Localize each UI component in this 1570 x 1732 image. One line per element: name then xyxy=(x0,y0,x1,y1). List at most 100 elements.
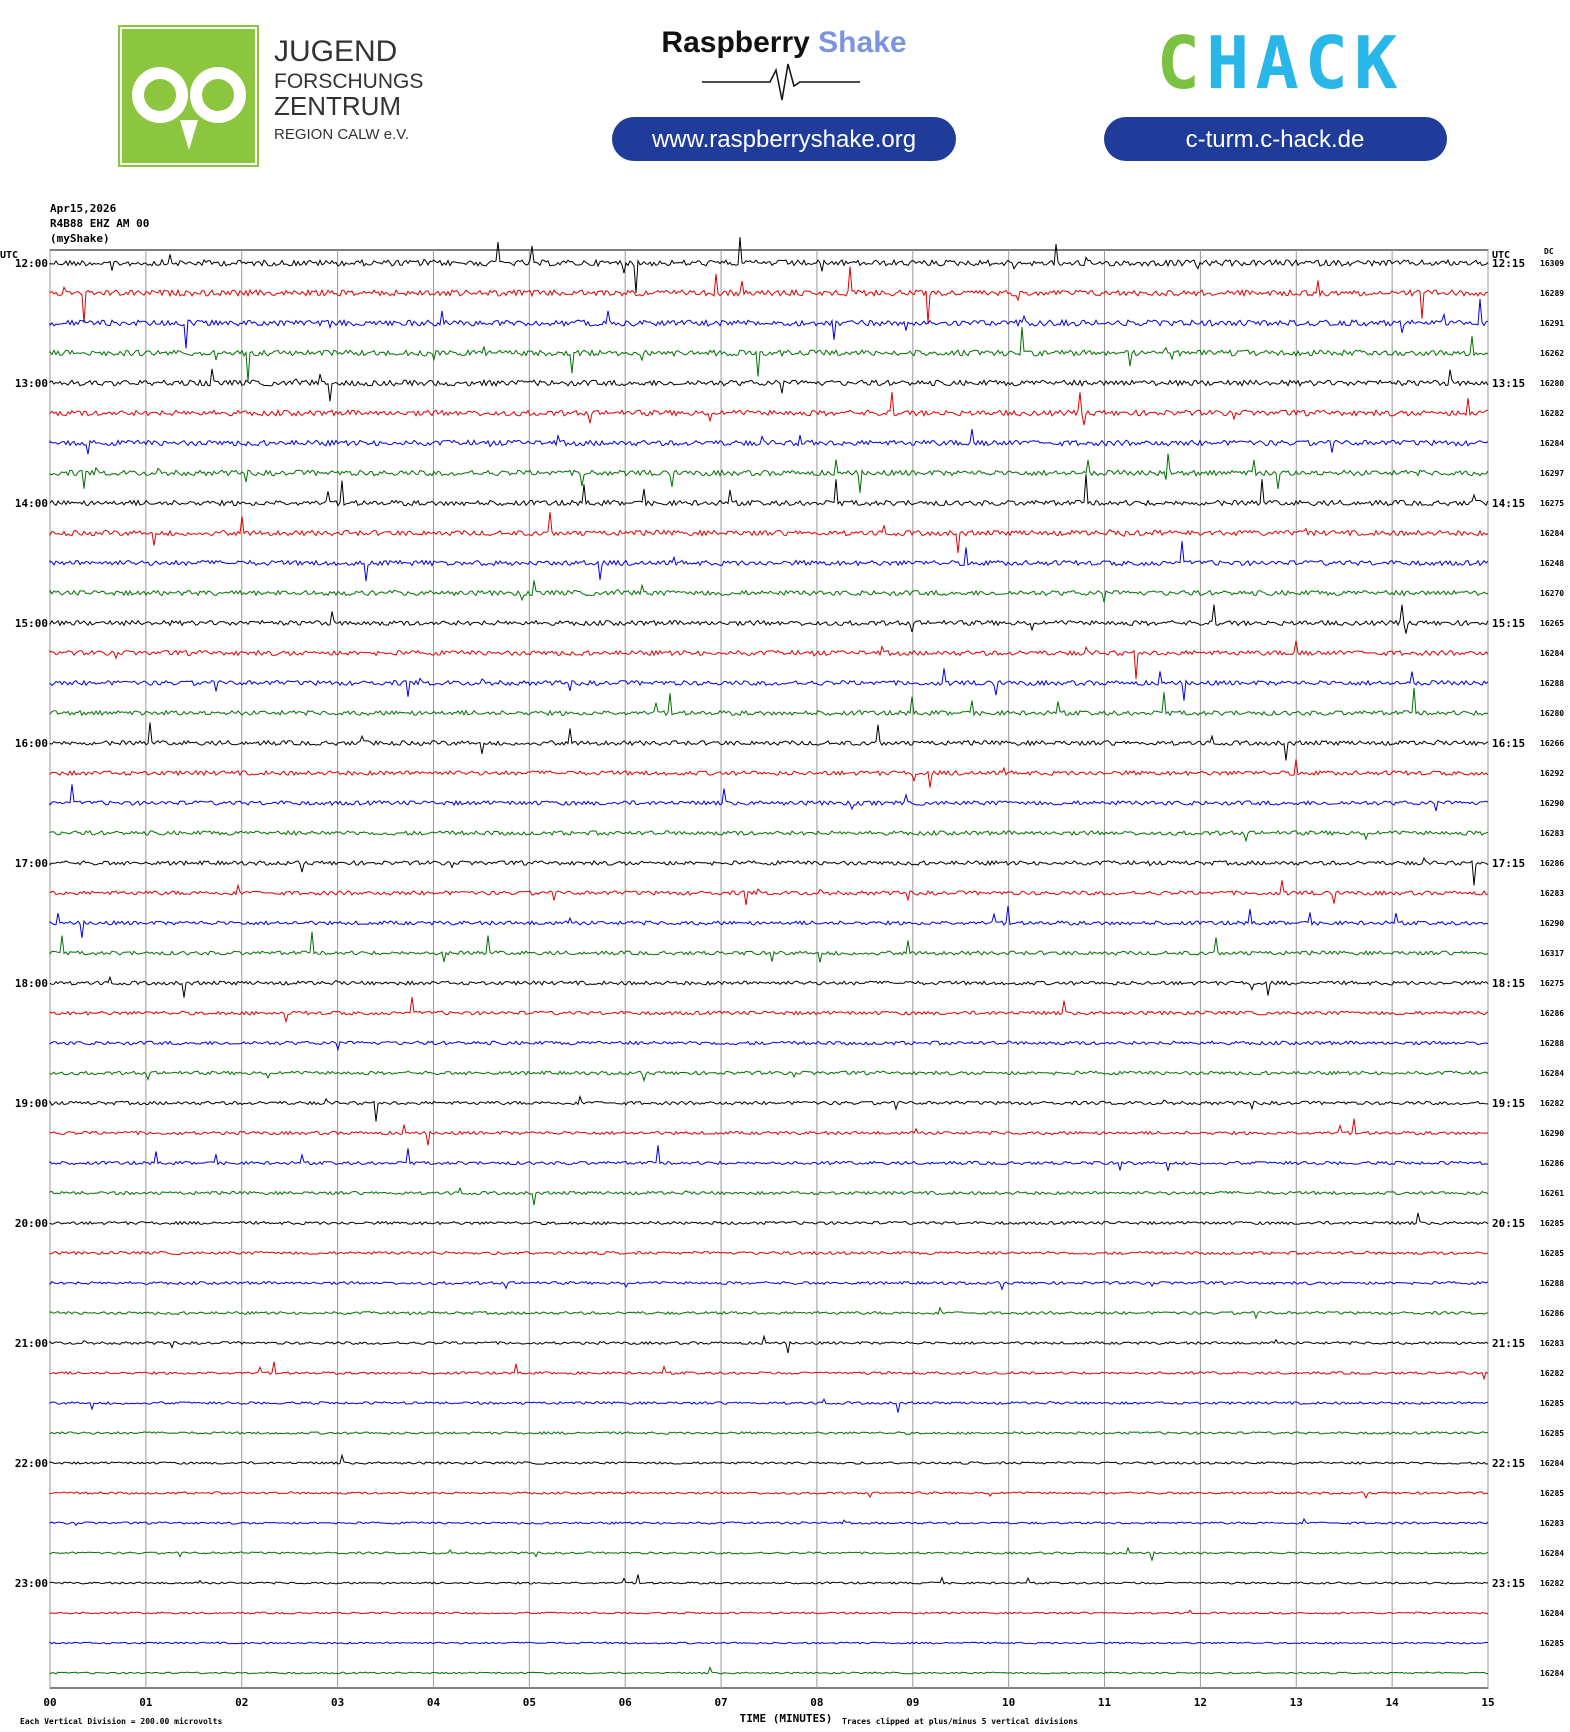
dc-offset: 16290 xyxy=(1540,1129,1564,1138)
clip-note: Traces clipped at plus/minus 5 vertical … xyxy=(842,1716,1078,1726)
dc-offset: 16284 xyxy=(1540,439,1564,448)
dc-offset: 16266 xyxy=(1540,739,1564,748)
dc-offset: 16286 xyxy=(1540,1009,1564,1018)
plot-frame xyxy=(49,249,1489,1689)
x-tick-label: 04 xyxy=(427,1696,441,1709)
dc-offset: 16261 xyxy=(1540,1189,1564,1198)
right-time: 14:15 xyxy=(1492,497,1525,510)
dc-offset: 16283 xyxy=(1540,829,1564,838)
x-tick-label: 07 xyxy=(714,1696,727,1709)
x-tick-label: 05 xyxy=(523,1696,536,1709)
x-tick-label: 09 xyxy=(906,1696,919,1709)
trace xyxy=(49,1186,1489,1206)
trace xyxy=(49,453,1489,493)
trace xyxy=(49,392,1489,426)
meta-source: (myShake) xyxy=(50,232,110,245)
trace xyxy=(49,1491,1489,1500)
dc-offset: 16285 xyxy=(1540,1489,1564,1498)
trace xyxy=(49,931,1489,963)
dc-offset: 16285 xyxy=(1540,1399,1564,1408)
dc-offset: 16288 xyxy=(1540,1039,1564,1048)
dc-offset: 16284 xyxy=(1540,649,1564,658)
right-time: 13:15 xyxy=(1492,377,1525,390)
trace xyxy=(49,687,1489,717)
dc-offset: 16284 xyxy=(1540,1549,1564,1558)
left-time: 15:00 xyxy=(15,617,48,630)
right-time: 20:15 xyxy=(1492,1217,1525,1230)
dc-offset: 16283 xyxy=(1540,1519,1564,1528)
trace xyxy=(49,668,1489,701)
dc-offset: 16317 xyxy=(1540,949,1564,958)
x-tick-label: 06 xyxy=(619,1696,633,1709)
trace xyxy=(49,512,1489,553)
trace xyxy=(49,1431,1489,1435)
dc-offset: 16280 xyxy=(1540,379,1564,388)
dc-offset: 16284 xyxy=(1540,529,1564,538)
dc-offset: 16286 xyxy=(1540,859,1564,868)
x-tick-label: 10 xyxy=(1002,1696,1015,1709)
dc-offset: 16289 xyxy=(1540,289,1564,298)
jfz-text: ZENTRUM xyxy=(274,91,401,121)
dc-offset: 16284 xyxy=(1540,1069,1564,1078)
dc-offset: 16284 xyxy=(1540,1609,1564,1618)
chack-pill[interactable] xyxy=(1104,117,1447,161)
rs-name: Raspberry xyxy=(661,26,810,59)
dc-offset: 16290 xyxy=(1540,919,1564,928)
right-time: 19:15 xyxy=(1492,1097,1525,1110)
trace xyxy=(49,1094,1489,1122)
trace xyxy=(49,1280,1489,1291)
meta-date: Apr15,2026 xyxy=(50,202,117,215)
trace xyxy=(49,299,1489,349)
trace xyxy=(49,1609,1489,1615)
rs-pill[interactable] xyxy=(612,117,956,161)
trace xyxy=(49,829,1489,843)
dc-offset: 16282 xyxy=(1540,1369,1564,1378)
dc-offset: 16275 xyxy=(1540,979,1564,988)
dc-offset: 16292 xyxy=(1540,769,1564,778)
trace xyxy=(49,237,1489,294)
dc-offset: 16291 xyxy=(1540,319,1564,328)
trace xyxy=(49,1574,1488,1585)
chack-logo: CHACK xyxy=(1157,21,1404,105)
trace xyxy=(49,1546,1489,1561)
dc-offset: 16283 xyxy=(1540,1339,1564,1348)
dc-offset: 16286 xyxy=(1540,1159,1564,1168)
x-tick-label: 14 xyxy=(1386,1696,1400,1709)
dc-offset: 16284 xyxy=(1540,1459,1564,1468)
trace xyxy=(49,1334,1489,1354)
trace xyxy=(49,1665,1489,1675)
right-time: 15:15 xyxy=(1492,617,1525,630)
x-tick-label: 03 xyxy=(331,1696,344,1709)
dc-offset: 16285 xyxy=(1540,1219,1564,1228)
left-time: 22:00 xyxy=(15,1457,48,1470)
right-title: UTC xyxy=(1492,250,1510,261)
chack-url[interactable]: c-turm.c-hack.de xyxy=(1186,126,1365,153)
jfz-text: REGION CALW e.V. xyxy=(274,126,409,143)
trace xyxy=(49,905,1489,938)
trace xyxy=(49,722,1489,761)
trace xyxy=(49,1070,1489,1083)
dc-offset: 16248 xyxy=(1540,559,1564,568)
meta-station: R4B88 EHZ AM 00 xyxy=(50,217,149,230)
trace xyxy=(49,997,1489,1024)
dc-offset: 16265 xyxy=(1540,619,1564,628)
trace xyxy=(49,580,1489,603)
rs-url[interactable]: www.raspberryshake.org xyxy=(651,126,916,153)
left-time: 18:00 xyxy=(15,977,48,990)
trace xyxy=(49,975,1489,998)
trace xyxy=(49,640,1489,679)
dc-offset: 16270 xyxy=(1540,589,1564,598)
trace xyxy=(49,1641,1489,1645)
trace xyxy=(49,856,1489,886)
dc-offset: 16284 xyxy=(1540,1669,1564,1678)
right-time: 22:15 xyxy=(1492,1457,1525,1470)
left-time: 19:00 xyxy=(15,1097,48,1110)
x-tick-label: 12 xyxy=(1194,1696,1207,1709)
dc-offset: 16275 xyxy=(1540,499,1564,508)
left-time: 17:00 xyxy=(15,857,48,870)
x-tick-label: 01 xyxy=(139,1696,153,1709)
right-time: 16:15 xyxy=(1492,737,1525,750)
x-tick-label: 02 xyxy=(235,1696,248,1709)
dc-title: DC xyxy=(1544,247,1554,256)
trace xyxy=(49,1118,1489,1146)
